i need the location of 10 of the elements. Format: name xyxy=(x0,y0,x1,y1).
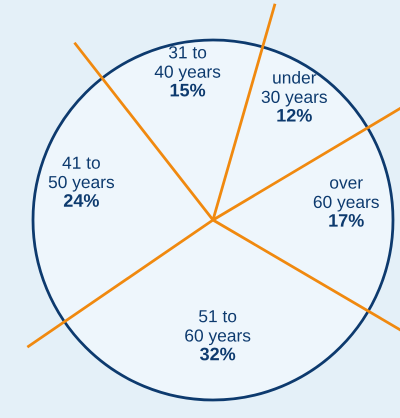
data-label: 12% xyxy=(277,108,312,122)
slice-label: over 60 years xyxy=(314,179,379,212)
slice-label: 41 to 50 years xyxy=(48,156,114,192)
data-label: 32% xyxy=(200,348,236,360)
data-label: 17% xyxy=(329,214,364,227)
slice-label: under 30 years xyxy=(262,70,327,106)
data-label: 15% xyxy=(170,84,206,97)
slice-label: 31 to 40 years xyxy=(154,46,220,82)
slice-label: 51 to 60 years xyxy=(185,310,250,346)
data-label: 24% xyxy=(64,194,99,207)
